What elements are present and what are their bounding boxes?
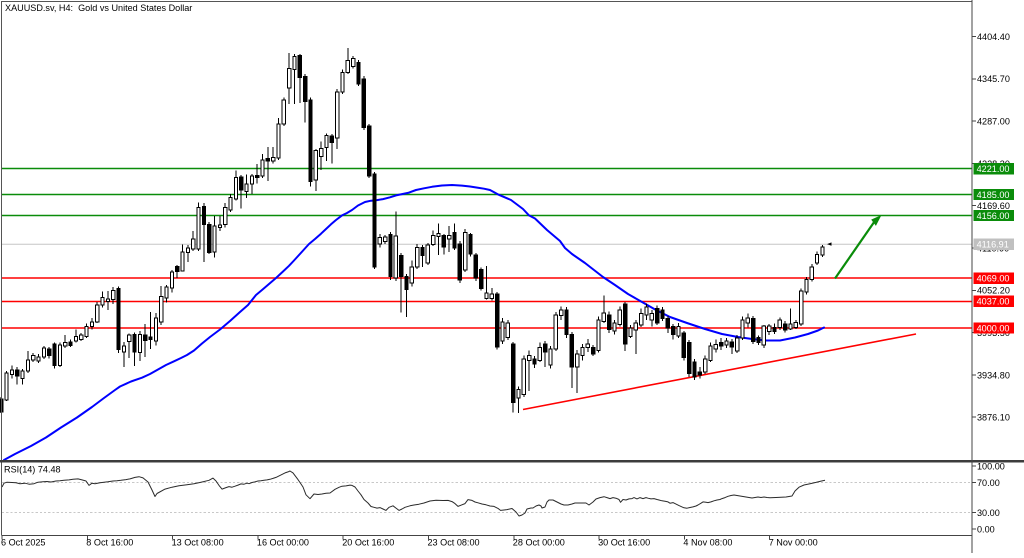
svg-text:8 Oct 16:00: 8 Oct 16:00 xyxy=(86,538,133,548)
svg-text:4404.40: 4404.40 xyxy=(977,32,1010,42)
svg-text:4287.00: 4287.00 xyxy=(977,117,1010,127)
svg-text:4185.00: 4185.00 xyxy=(977,190,1010,200)
svg-text:16 Oct 00:00: 16 Oct 00:00 xyxy=(257,538,309,548)
svg-text:30.00: 30.00 xyxy=(977,508,1000,518)
svg-text:23 Oct 08:00: 23 Oct 08:00 xyxy=(428,538,480,548)
svg-text:4069.00: 4069.00 xyxy=(977,274,1010,284)
svg-text:7 Nov 00:00: 7 Nov 00:00 xyxy=(769,538,818,548)
svg-text:100.00: 100.00 xyxy=(977,461,1005,471)
svg-text:13 Oct 08:00: 13 Oct 08:00 xyxy=(172,538,224,548)
svg-text:RSI(14) 74.48: RSI(14) 74.48 xyxy=(4,465,61,475)
svg-text:70.00: 70.00 xyxy=(977,478,1000,488)
svg-text:30 Oct 16:00: 30 Oct 16:00 xyxy=(598,538,650,548)
svg-text:3934.80: 3934.80 xyxy=(977,370,1010,380)
svg-text:20 Oct 16:00: 20 Oct 16:00 xyxy=(342,538,394,548)
svg-text:4052.20: 4052.20 xyxy=(977,286,1010,296)
svg-text:0.00: 0.00 xyxy=(977,524,995,534)
svg-text:4116.91: 4116.91 xyxy=(977,240,1009,250)
svg-text:4 Nov 08:00: 4 Nov 08:00 xyxy=(683,538,732,548)
svg-text:4000.00: 4000.00 xyxy=(977,323,1010,333)
svg-text:XAUUSD.sv, H4: Gold vs United: XAUUSD.sv, H4: Gold vs United States Dol… xyxy=(5,3,192,13)
svg-text:4169.60: 4169.60 xyxy=(977,201,1010,211)
svg-text:4037.00: 4037.00 xyxy=(977,297,1010,307)
svg-text:6 Oct 2025: 6 Oct 2025 xyxy=(1,538,46,548)
svg-text:4345.70: 4345.70 xyxy=(977,74,1010,84)
svg-text:4221.00: 4221.00 xyxy=(977,164,1010,174)
svg-text:3876.10: 3876.10 xyxy=(977,413,1010,423)
svg-text:28 Oct 00:00: 28 Oct 00:00 xyxy=(513,538,565,548)
svg-text:4156.00: 4156.00 xyxy=(977,211,1010,221)
